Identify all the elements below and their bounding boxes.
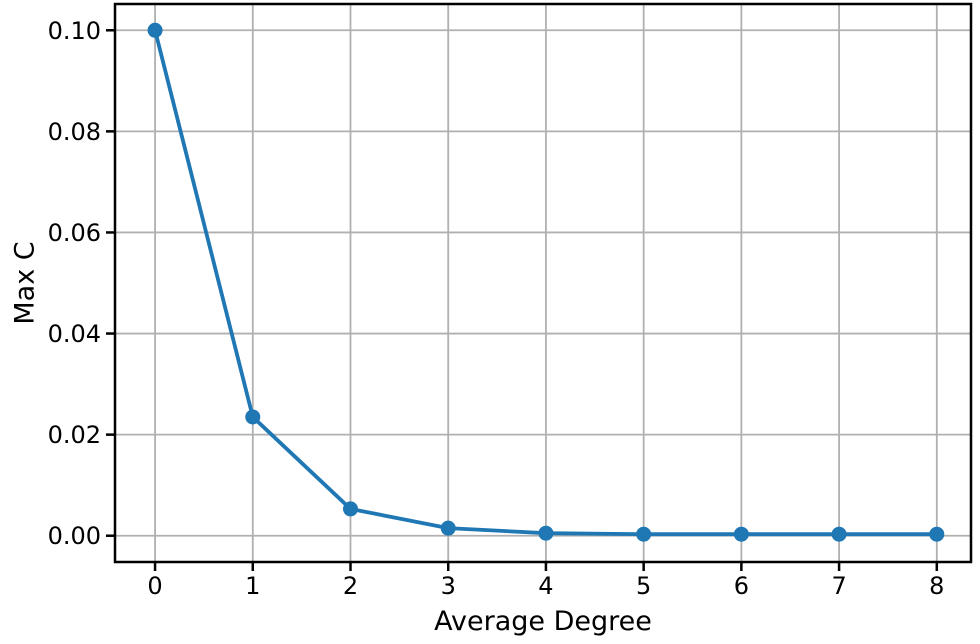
data-point <box>538 525 554 541</box>
x-tick-label: 5 <box>636 572 651 600</box>
data-point <box>929 526 945 542</box>
y-tick-label: 0.04 <box>48 320 101 348</box>
y-axis-title: Max C <box>10 241 41 324</box>
data-point <box>440 520 456 536</box>
plot-frame <box>113 2 973 564</box>
y-tick-label: 0.10 <box>48 17 101 45</box>
x-tick-label: 4 <box>538 572 553 600</box>
y-tick-label: 0.02 <box>48 421 101 449</box>
data-point <box>636 526 652 542</box>
x-tick-label: 3 <box>441 572 456 600</box>
x-tick-label: 1 <box>245 572 260 600</box>
data-point <box>831 526 847 542</box>
data-point <box>342 501 358 517</box>
x-tick-label: 0 <box>147 572 162 600</box>
y-tick-label: 0.00 <box>48 522 101 550</box>
data-point <box>733 526 749 542</box>
data-point <box>245 409 261 425</box>
x-tick-label: 7 <box>831 572 846 600</box>
data-point <box>147 22 163 38</box>
x-axis-title: Average Degree <box>434 606 652 637</box>
y-tick-label: 0.08 <box>48 118 101 146</box>
x-tick-label: 2 <box>343 572 358 600</box>
y-tick-label: 0.06 <box>48 219 101 247</box>
x-tick-label: 8 <box>929 572 944 600</box>
x-tick-label: 6 <box>734 572 749 600</box>
